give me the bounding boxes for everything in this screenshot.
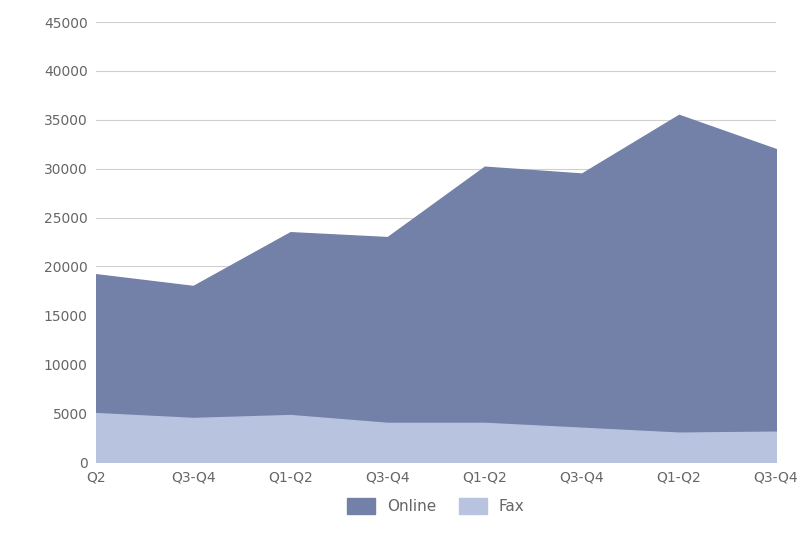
Legend: Online, Fax: Online, Fax xyxy=(342,492,530,520)
